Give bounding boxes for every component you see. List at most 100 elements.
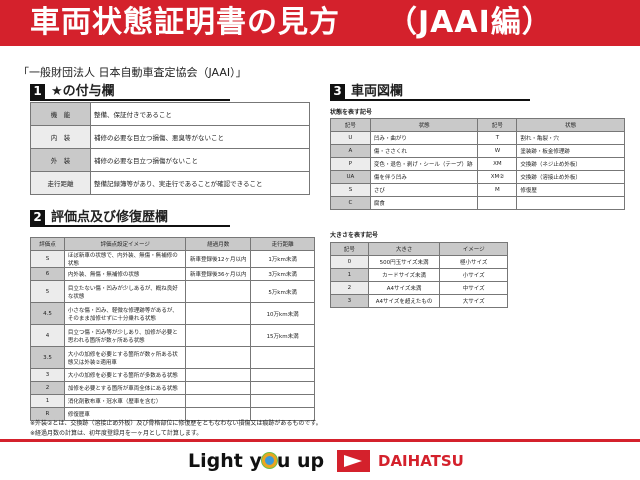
table-row: UA 傷を伴う凹み XM② 交換跡（溶接止め外板） — [330, 170, 625, 184]
table-cell — [250, 381, 315, 395]
table-cell: W — [477, 144, 518, 158]
table-cell: 交換跡（溶接止め外板） — [516, 170, 625, 184]
table-cell — [185, 394, 252, 408]
table-row: 5 目立たない傷・凹みが少しあるが、概ね良好な状態 5万km未満 — [30, 280, 315, 303]
table-cell: XM — [477, 157, 518, 171]
table-cell: ほぼ新車の状態で、内外装、無傷・無補修の状態 — [63, 250, 187, 268]
table-cell: 3.5 — [30, 346, 65, 369]
table-cell: 3 — [330, 294, 369, 308]
table-cell: 1 — [330, 268, 369, 282]
table-cell: UA — [330, 170, 371, 184]
size-symbols-label: 大きさを表す記号 — [330, 232, 379, 239]
star-criteria-table: 機 能整備、保証付きであること内 装補修の必要な目立つ損傷、悪臭等がないこと外 … — [30, 102, 310, 195]
criteria-label: 機 能 — [30, 102, 91, 126]
column-header: 評価点 — [30, 237, 65, 251]
table-cell: 1 — [30, 394, 65, 408]
criteria-value: 整備、保証付きであること — [90, 102, 310, 126]
table-row: A 傷・ささくれ W 塗装跡・板金修理跡 — [330, 144, 625, 158]
table-row: 4 目立つ傷・凹み等が少しあり、加修が必要と思われる箇所が数ヶ所ある状態 15万km… — [30, 324, 315, 347]
evaluation-score-table: 評価点 評価点設定イメージ 経過月数 走行距離 S ほぼ新車の状態で、内外装、無傷・無補修… — [30, 237, 315, 421]
criteria-label: 内 装 — [30, 125, 91, 149]
table-cell: 4 — [30, 324, 65, 347]
column-header: 大きさ — [367, 242, 441, 256]
table-cell: 交換跡（ネジ止め外板） — [516, 157, 625, 171]
section-number: 1 — [30, 84, 45, 99]
table-cell: 大サイズ — [439, 294, 508, 308]
table-cell — [516, 196, 625, 210]
table-cell: 加修を必要とする箇所が車両全体にある状態 — [63, 381, 187, 395]
table-cell: 4.5 — [30, 302, 65, 325]
table-cell: 塗装跡・板金修理跡 — [516, 144, 625, 158]
column-header: イメージ — [439, 242, 508, 256]
table-cell: 消化剤散布車・冠水車（歴車を含む） — [63, 394, 187, 408]
table-row: 内 装補修の必要な目立つ損傷、悪臭等がないこと — [30, 125, 310, 149]
table-cell: 大小の加修を必要とする箇所が多数ある状態 — [63, 368, 187, 382]
table-cell: A4サイズ未満 — [367, 281, 441, 295]
table-cell: 内外装、無傷・無補修の状態 — [63, 267, 187, 281]
table-cell: 腐食 — [369, 196, 479, 210]
table-cell: 2 — [30, 381, 65, 395]
section-title: 車両図欄 — [351, 84, 404, 99]
table-cell: R — [30, 407, 65, 421]
criteria-value: 補修の必要な目立つ損傷、悪臭等がないこと — [90, 125, 310, 149]
table-cell: C — [330, 196, 371, 210]
section-number: 3 — [330, 84, 345, 99]
section-1-heading: 1 ★の付与欄 — [30, 84, 230, 101]
section-3-heading: 3 車両図欄 — [330, 84, 530, 101]
table-row: P 変色・退色・剥げ・シール（テープ）跡 XM 交換跡（ネジ止め外板） — [330, 157, 625, 171]
table-cell: XM② — [477, 170, 518, 184]
section-title: 評価点及び修復歴欄 — [51, 210, 169, 225]
column-header: 経過月数 — [185, 237, 252, 251]
state-symbols-label: 状態を表す記号 — [330, 109, 373, 116]
size-symbols-table: 記号 大きさ イメージ 0 500円玉サイズ未満 極小サイズ 1 カードサイズ未満 小サイズ 2 A… — [330, 242, 508, 308]
table-cell: 15万km未満 — [250, 324, 315, 347]
page-title: 車両状態証明書の見方 （JAAI編） — [0, 0, 640, 46]
state-symbols-table: 記号 状態 記号 状態 U 凹み・曲がり T 割れ・亀裂・穴 A 傷・ささくれ W 塗装跡・板金修理跡… — [330, 118, 625, 210]
table-cell: 新車登録後36ヶ月以内 — [185, 267, 252, 281]
table-cell — [185, 381, 252, 395]
table-cell — [250, 346, 315, 369]
table-row: 3.5 大小の加修を必要とする箇所が数ヶ所ある状態又は外装②適用車 — [30, 346, 315, 369]
column-header: 記号 — [330, 118, 371, 132]
table-cell — [185, 346, 252, 369]
table-cell — [250, 394, 315, 408]
table-cell — [185, 280, 252, 303]
column-header: 状態 — [516, 118, 625, 132]
table-cell: 10万km未満 — [250, 302, 315, 325]
table-cell: P — [330, 157, 371, 171]
criteria-value: 整備記録簿等があり、実走行であることが確認できること — [90, 171, 310, 195]
table-cell: 極小サイズ — [439, 255, 508, 269]
table-cell: さび — [369, 183, 479, 197]
table-row: 3 大小の加修を必要とする箇所が多数ある状態 — [30, 368, 315, 382]
header-row: 記号 大きさ イメージ — [330, 242, 508, 256]
table-cell: 目立つ傷・凹み等が少しあり、加修が必要と思われる箇所が数ヶ所ある状態 — [63, 324, 187, 347]
table-cell: 3 — [30, 368, 65, 382]
table-row: 2 A4サイズ未満 中サイズ — [330, 281, 508, 295]
table-cell — [250, 407, 315, 421]
note-1: ※外装②とは、交換跡（溶接止め外板）及び骨格部位に修復歴をともなわない損傷又は痕… — [30, 420, 322, 427]
column-header: 記号 — [477, 118, 518, 132]
table-row: U 凹み・曲がり T 割れ・亀裂・穴 — [330, 131, 625, 145]
table-cell: 新車登録後12ヶ月以内 — [185, 250, 252, 268]
table-row: 1 カードサイズ未満 小サイズ — [330, 268, 508, 282]
table-cell — [477, 196, 518, 210]
criteria-label: 走行距離 — [30, 171, 91, 195]
table-cell: 小サイズ — [439, 268, 508, 282]
table-cell: 小さな傷・凹み、軽微な修理跡等があるが、そのまま加修せずに十分乗れる状態 — [63, 302, 187, 325]
table-row: C 腐食 — [330, 196, 625, 210]
table-cell — [185, 302, 252, 325]
column-header: 走行距離 — [250, 237, 315, 251]
section-2-heading: 2 評価点及び修復歴欄 — [30, 210, 230, 227]
table-cell: 2 — [330, 281, 369, 295]
table-cell: T — [477, 131, 518, 145]
table-cell: A4サイズを超えたもの — [367, 294, 441, 308]
table-cell: 3万km未満 — [250, 267, 315, 281]
table-cell: 中サイズ — [439, 281, 508, 295]
table-cell: 変色・退色・剥げ・シール（テープ）跡 — [369, 157, 479, 171]
table-cell: 0 — [330, 255, 369, 269]
daihatsu-logo-text: DAIHATSU — [378, 452, 464, 470]
table-row: 1 消化剤散布車・冠水車（歴車を含む） — [30, 394, 315, 408]
table-cell: A — [330, 144, 371, 158]
table-cell — [250, 368, 315, 382]
section-title: ★の付与欄 — [51, 84, 115, 99]
